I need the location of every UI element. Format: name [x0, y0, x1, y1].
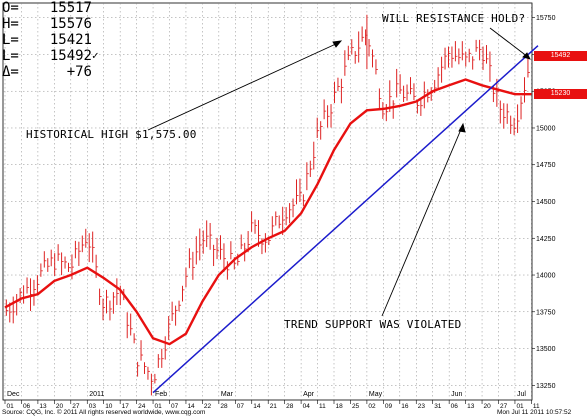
quote-value: +76 [66, 64, 92, 80]
time-tick-label: 07 [171, 403, 179, 410]
quote-label: L= [2, 32, 19, 48]
time-tick-label: 25 [352, 403, 360, 410]
last-price-tag: 15492 [534, 50, 587, 61]
quote-row-change: Δ= +76 [2, 64, 99, 80]
time-tick-label: 03 [89, 403, 97, 410]
arrow-head-resistance [522, 52, 531, 60]
price-bars [5, 14, 530, 396]
grid-lines [3, 3, 532, 400]
time-tick-label: 27 [500, 403, 508, 410]
price-tick-label: 14250 [536, 236, 556, 243]
check-icon: ✓ [92, 49, 99, 62]
timestamp: Mon Jul 11 2011 10:57:52 [497, 409, 572, 416]
time-tick-label: 17 [122, 403, 130, 410]
time-tick-label: 21 [270, 403, 278, 410]
trend-support-line [152, 45, 539, 394]
price-tick-label: 14500 [536, 199, 556, 206]
price-tick-label: 14750 [536, 162, 556, 169]
price-tick-label: 13500 [536, 346, 556, 353]
price-tick-label: 13750 [536, 309, 556, 316]
month-label: Jul [517, 391, 526, 398]
quote-label: L= [2, 48, 19, 64]
price-tick-label: 13250 [536, 383, 556, 390]
time-tick-label: 23 [418, 403, 426, 410]
annotation-support-violated: TREND SUPPORT WAS VIOLATED [284, 318, 462, 331]
price-axis: 13250 13500 13750 14000 14250 14500 14750 15000… [532, 15, 556, 390]
time-tick-label: 09 [385, 403, 393, 410]
quote-value: 15421 [49, 32, 92, 48]
time-tick-label: 18 [336, 403, 344, 410]
quote-box: O= 15517 H= 15576 L= 15421 L= 15492 ✓ Δ= +76 [2, 0, 99, 80]
annotation-historical-high: HISTORICAL HIGH $1,575.00 [26, 128, 197, 141]
quote-label: H= [2, 16, 19, 32]
price-tick-label: 15000 [536, 125, 556, 132]
annotation-arrows [147, 27, 531, 317]
month-label: May [369, 391, 383, 398]
time-tick-label: 27 [72, 403, 80, 410]
moving-average-tag: 15230 [534, 89, 587, 100]
time-tick-label: 13 [39, 403, 47, 410]
time-tick-label: 14 [187, 403, 195, 410]
time-tick-label: 01 [516, 403, 524, 410]
month-label: Jun [451, 391, 462, 398]
quote-row-open: O= 15517 [2, 0, 99, 16]
time-tick-label: 01 [155, 403, 163, 410]
time-tick-label: 16 [401, 403, 409, 410]
quote-value: 15492 [49, 48, 92, 64]
arrow-head-historical-high [332, 40, 343, 48]
quote-value: 15517 [49, 0, 92, 16]
arrow-head-support-violated [458, 122, 466, 133]
annotation-resistance: WILL RESISTANCE HOLD? [382, 12, 526, 25]
time-tick-label: 06 [23, 403, 31, 410]
time-tick-label: 04 [303, 403, 311, 410]
time-tick-label: 06 [451, 403, 459, 410]
time-tick-label: 11 [319, 403, 326, 410]
time-tick-label: 28 [220, 403, 228, 410]
month-label: Mar [221, 391, 234, 398]
time-tick-label: 11 [533, 403, 540, 410]
quote-label: Δ= [2, 64, 19, 80]
time-tick-label: 28 [286, 403, 294, 410]
time-tick-label: 31 [434, 403, 442, 410]
time-tick-label: 24 [138, 403, 146, 410]
arrow-historical-high [147, 42, 339, 131]
month-label: Feb [155, 391, 167, 398]
time-tick-label: 22 [204, 403, 212, 410]
month-label: Apr [303, 391, 315, 398]
quote-label: O= [2, 0, 19, 16]
time-axis: 01 06 13 20 27 03 10 17 24 01 07 14 22 28 07 14 21 28 04 11… [4, 391, 540, 410]
time-tick-label: 10 [105, 403, 113, 410]
month-label: Dec [7, 391, 20, 398]
time-tick-label: 20 [56, 403, 64, 410]
source-credit: Source: CQG, Inc. © 2011 All rights rese… [2, 409, 206, 416]
quote-value: 15576 [49, 16, 92, 32]
time-tick-label: 01 [7, 403, 15, 410]
arrow-support-violated [381, 126, 463, 317]
time-tick-label: 13 [467, 403, 475, 410]
time-tick-label: 02 [368, 403, 376, 410]
quote-row-last: L= 15492 ✓ [2, 48, 99, 64]
price-tick-label: 14000 [536, 273, 556, 280]
time-tick-label: 20 [484, 403, 492, 410]
moving-average-line [4, 78, 532, 346]
quote-row-low: L= 15421 [2, 32, 99, 48]
price-tick-label: 15750 [536, 15, 556, 22]
month-label: 2011 [89, 391, 104, 398]
arrow-resistance [489, 27, 529, 58]
time-tick-label: 14 [253, 403, 261, 410]
time-tick-label: 07 [237, 403, 245, 410]
quote-row-high: H= 15576 [2, 16, 99, 32]
